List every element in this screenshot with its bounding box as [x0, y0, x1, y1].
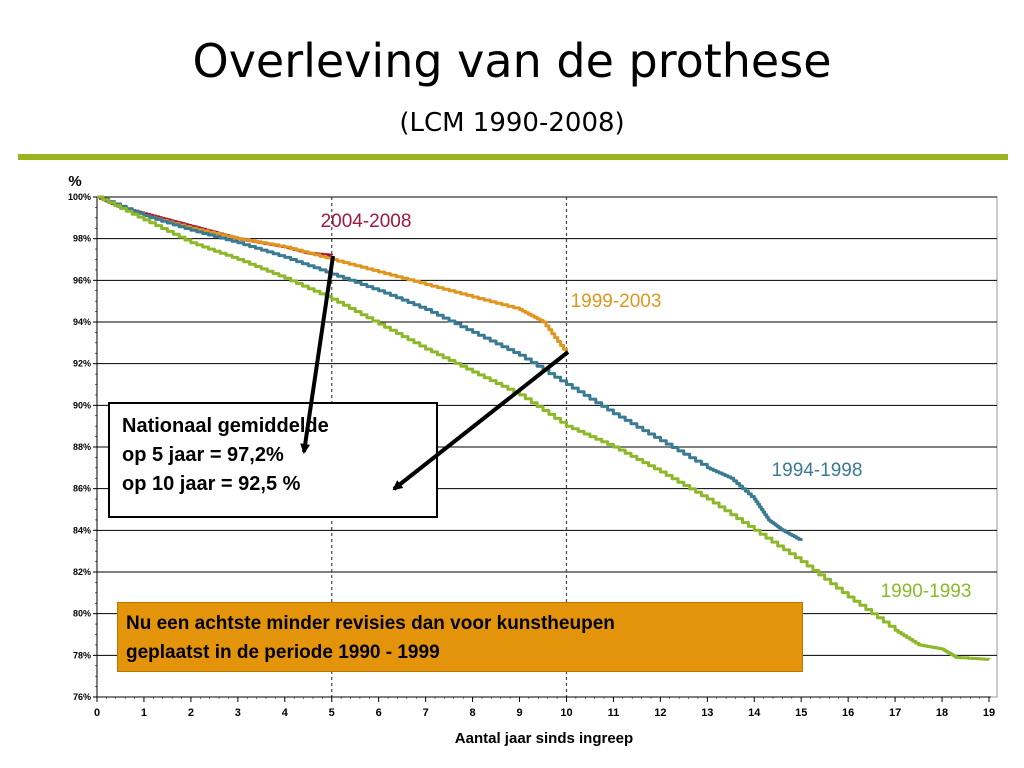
x-tick-label: 14 — [748, 707, 761, 719]
annotation-line: op 5 jaar = 97,2% — [122, 444, 284, 466]
y-tick-label: 100% — [68, 192, 91, 202]
x-tick-label: 7 — [423, 707, 429, 719]
x-tick-label: 4 — [282, 707, 289, 719]
series-line-2004-2008 — [97, 195, 334, 257]
y-tick-label: 94% — [73, 317, 91, 327]
series-label: 2004-2008 — [321, 211, 412, 232]
y-tick-label: 92% — [73, 359, 91, 369]
x-tick-label: 12 — [654, 707, 666, 719]
y-tick-label: 86% — [73, 484, 91, 494]
series-line-1990-1993 — [97, 195, 991, 661]
x-tick-label: 19 — [983, 707, 995, 719]
series-label: 1994-1998 — [772, 460, 863, 481]
annotation-line: Nationaal gemiddelde — [122, 415, 329, 437]
x-tick-label: 13 — [701, 707, 713, 719]
series-label: 1999-2003 — [571, 291, 662, 312]
x-tick-label: 9 — [516, 707, 522, 719]
slide-title: Overleving van de prothese — [192, 34, 832, 88]
accent-rule — [18, 154, 1008, 160]
slide-subtitle: (LCM 1990-2008) — [399, 108, 625, 138]
x-tick-label: 5 — [329, 707, 335, 719]
x-tick-label: 3 — [235, 707, 241, 719]
revision-callout: Nu een achtste minder revisies dan voor … — [117, 602, 803, 672]
x-axis-label: Aantal jaar sinds ingreep — [455, 730, 633, 747]
y-tick-label: 82% — [73, 567, 91, 577]
x-tick-label: 15 — [795, 707, 807, 719]
x-tick-label: 8 — [470, 707, 476, 719]
x-tick-label: 1 — [141, 707, 147, 719]
y-tick-label: 90% — [73, 400, 91, 410]
x-tick-label: 10 — [560, 707, 572, 719]
x-tick-label: 6 — [376, 707, 382, 719]
callout-line: geplaatst in de periode 1990 - 1999 — [126, 642, 440, 663]
x-tick-label: 0 — [94, 707, 100, 719]
y-tick-label: 76% — [73, 692, 91, 702]
series-label: 1990-1993 — [881, 581, 972, 602]
y-tick-label: 84% — [73, 525, 91, 535]
x-tick-label: 11 — [608, 707, 620, 719]
y-tick-label: 96% — [73, 275, 91, 285]
y-tick-label: 80% — [73, 609, 91, 619]
y-tick-label: 98% — [73, 234, 91, 244]
x-tick-label: 2 — [188, 707, 194, 719]
x-tick-label: 16 — [842, 707, 854, 719]
callout-line: Nu een achtste minder revisies dan voor … — [126, 613, 615, 634]
x-tick-label: 18 — [936, 707, 948, 719]
annotation-line: op 10 jaar = 92,5 % — [122, 473, 301, 495]
y-tick-label: 88% — [73, 442, 91, 452]
y-tick-label: 78% — [73, 650, 91, 660]
x-tick-label: 17 — [889, 707, 901, 719]
y-axis-label: % — [68, 173, 81, 190]
national-average-box: Nationaal gemiddelde op 5 jaar = 97,2% o… — [108, 402, 438, 518]
